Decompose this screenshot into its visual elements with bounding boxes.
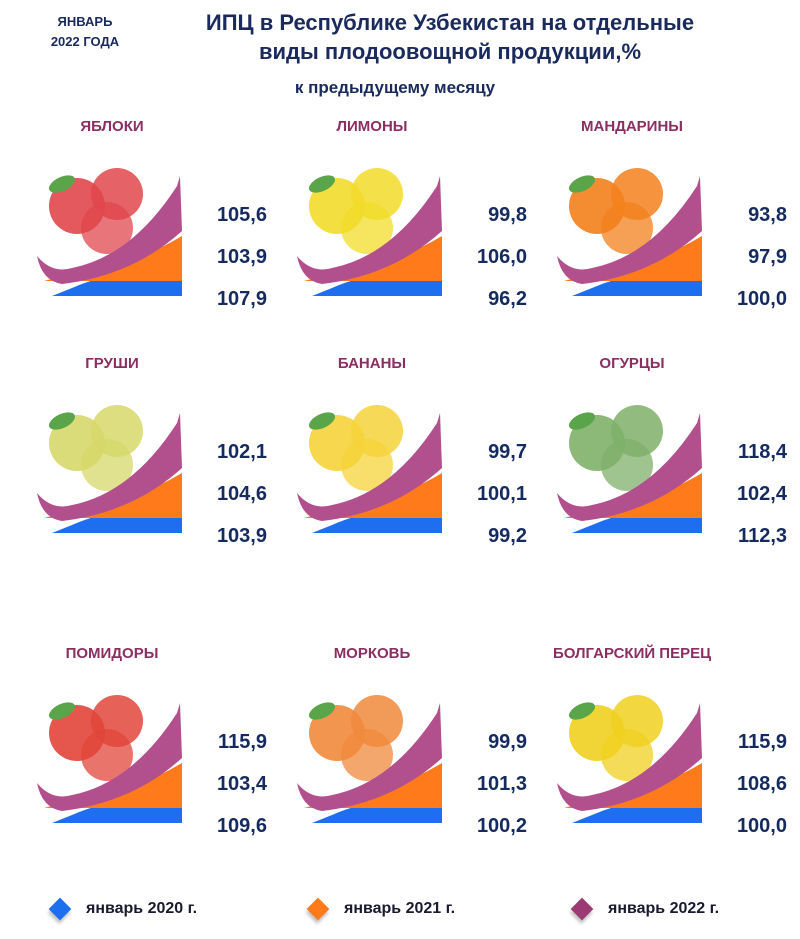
legend-item-2022: январь 2022 г. [570, 897, 720, 921]
values: 99,7 100,1 99,2 [442, 431, 527, 557]
product-card: ЛИМОНЫ 99,8 106,0 96,2 [272, 118, 532, 328]
title-line-2: виды плодоовощной продукции,% [258, 39, 642, 64]
legend-item-2021: январь 2021 г. [306, 897, 456, 921]
header-date: ЯНВАРЬ 2022 ГОДА [40, 12, 130, 52]
banana-icon [297, 405, 442, 533]
product-card: БАНАНЫ 99,7 100,1 99,2 [272, 355, 532, 565]
value-jan-2022: 102,1 [216, 441, 267, 463]
product-card: МОРКОВЬ 99,9 101,3 100,2 [272, 645, 532, 855]
product-name: БОЛГАРСКИЙ ПЕРЕЦ [552, 645, 712, 662]
product-card: ПОМИДОРЫ 115,9 103,4 109,6 [12, 645, 272, 855]
values: 99,9 101,3 100,2 [442, 721, 527, 847]
product-name: МОРКОВЬ [333, 645, 411, 662]
value-jan-2020: 103,9 [216, 525, 267, 547]
value-jan-2020: 107,9 [216, 288, 267, 310]
values: 115,9 103,4 109,6 [182, 721, 267, 847]
value-jan-2020: 100,2 [476, 815, 527, 837]
legend-item-2020: январь 2020 г. [48, 897, 198, 921]
title-line-1: ИПЦ в Республике Узбекистан на отдельные [205, 10, 695, 35]
value-jan-2021: 106,0 [476, 246, 527, 268]
lemon-icon [297, 168, 442, 296]
header-date-month: ЯНВАРЬ [57, 14, 113, 29]
tangerine-icon [557, 168, 702, 296]
product-name: БАНАНЫ [337, 355, 407, 372]
value-jan-2021: 104,6 [216, 483, 267, 505]
value-jan-2022: 93,8 [748, 204, 787, 226]
value-jan-2020: 100,0 [736, 815, 787, 837]
diamond-icon [570, 897, 594, 921]
value-jan-2021: 103,9 [216, 246, 267, 268]
value-jan-2022: 99,7 [488, 441, 527, 463]
value-jan-2021: 97,9 [748, 246, 787, 268]
values: 105,6 103,9 107,9 [182, 194, 267, 320]
product-card: ЯБЛОКИ 105,6 103,9 107,9 [12, 118, 272, 328]
value-jan-2021: 101,3 [476, 773, 527, 795]
value-jan-2022: 115,9 [738, 731, 787, 753]
product-name: ПОМИДОРЫ [65, 645, 159, 662]
values: 102,1 104,6 103,9 [182, 431, 267, 557]
legend-label: январь 2021 г. [344, 900, 456, 917]
value-jan-2021: 103,4 [216, 773, 267, 795]
value-jan-2020: 112,3 [738, 525, 787, 547]
header-date-year: 2022 ГОДА [50, 34, 120, 49]
product-name: ЛИМОНЫ [336, 118, 408, 135]
diamond-icon [306, 897, 330, 921]
value-jan-2022: 105,6 [216, 204, 267, 226]
product-name: МАНДАРИНЫ [581, 118, 683, 135]
value-jan-2022: 99,8 [488, 204, 527, 226]
carrot-icon [297, 695, 442, 823]
product-name: ГРУШИ [85, 355, 139, 372]
apple-icon [37, 168, 182, 296]
legend: январь 2020 г. январь 2021 г. январь 202… [0, 897, 800, 930]
value-jan-2022: 99,9 [488, 731, 527, 753]
product-card: БОЛГАРСКИЙ ПЕРЕЦ 115,9 108,6 100,0 [532, 645, 792, 855]
value-jan-2021: 102,4 [736, 483, 787, 505]
product-card: МАНДАРИНЫ 93,8 97,9 100,0 [532, 118, 792, 328]
page-subtitle: к предыдущему месяцу [294, 78, 496, 97]
values: 99,8 106,0 96,2 [442, 194, 527, 320]
tomato-icon [37, 695, 182, 823]
cucumber-icon [557, 405, 702, 533]
value-jan-2020: 109,6 [216, 815, 267, 837]
values: 93,8 97,9 100,0 [702, 194, 787, 320]
value-jan-2022: 115,9 [218, 731, 267, 753]
legend-label: январь 2020 г. [86, 900, 198, 917]
value-jan-2020: 96,2 [488, 288, 527, 310]
value-jan-2020: 99,2 [488, 525, 527, 547]
values: 118,4 102,4 112,3 [702, 431, 787, 557]
value-jan-2022: 118,4 [738, 441, 787, 463]
value-jan-2021: 108,6 [736, 773, 787, 795]
product-name: ОГУРЦЫ [599, 355, 665, 372]
bell-pepper-icon [557, 695, 702, 823]
value-jan-2020: 100,0 [736, 288, 787, 310]
product-name: ЯБЛОКИ [80, 118, 144, 135]
product-card: ГРУШИ 102,1 104,6 103,9 [12, 355, 272, 565]
value-jan-2021: 100,1 [476, 483, 527, 505]
diamond-icon [48, 897, 72, 921]
pear-icon [37, 405, 182, 533]
page-title: ИПЦ в Республике Узбекистан на отдельные… [190, 8, 710, 66]
legend-label: январь 2022 г. [608, 900, 720, 917]
product-card: ОГУРЦЫ 118,4 102,4 112,3 [532, 355, 792, 565]
values: 115,9 108,6 100,0 [702, 721, 787, 847]
